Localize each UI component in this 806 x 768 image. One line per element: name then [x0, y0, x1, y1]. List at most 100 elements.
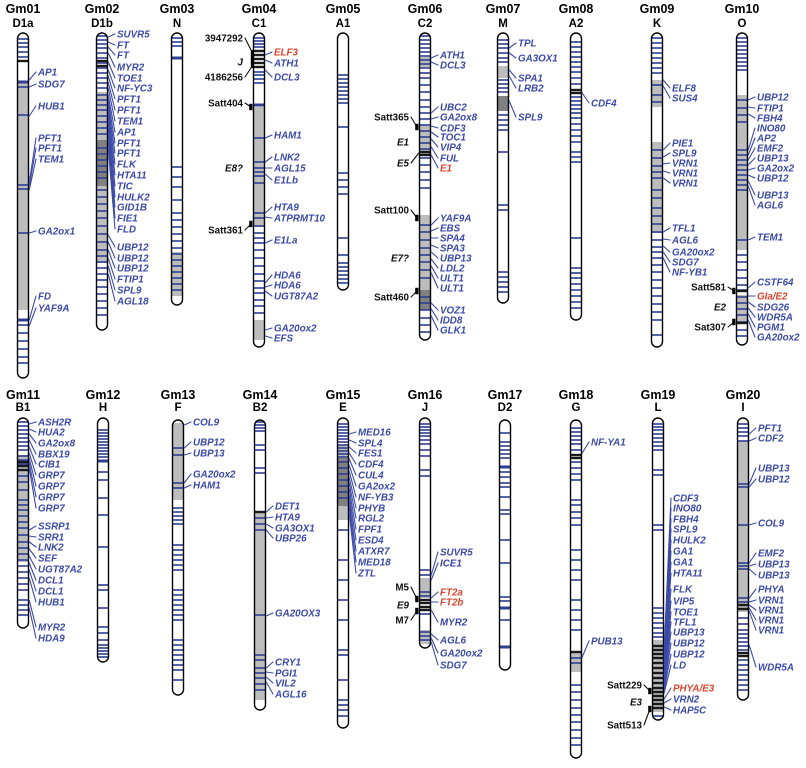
chromosome-gm04: Gm04 C1 3947292 J 4186256 Satt404 E8? Satt361 EL…	[205, 2, 326, 348]
gene-label: GIa/E2	[757, 291, 788, 302]
band	[651, 37, 663, 39]
dark-band	[17, 460, 29, 464]
band	[337, 86, 349, 88]
band	[17, 445, 29, 447]
dark-band	[652, 681, 664, 685]
band	[737, 617, 749, 619]
band	[570, 46, 582, 48]
band	[337, 479, 349, 481]
leader-line	[348, 431, 357, 435]
band	[172, 515, 184, 517]
leader-line	[581, 640, 590, 658]
band	[570, 112, 582, 114]
gene-label: TEM1	[117, 116, 143, 127]
band	[737, 649, 749, 651]
band	[172, 604, 184, 606]
band	[171, 277, 183, 279]
gene-label: SPA1	[518, 73, 543, 84]
band	[17, 604, 29, 606]
band	[570, 295, 582, 297]
leader-line	[748, 552, 757, 564]
band	[570, 504, 582, 506]
gene-label: TEM1	[757, 232, 783, 243]
band	[17, 455, 29, 457]
band	[17, 42, 29, 44]
leader-line	[28, 577, 37, 603]
band	[736, 114, 748, 116]
thick-band	[253, 103, 265, 107]
band	[419, 426, 431, 428]
band	[254, 667, 266, 669]
dark-band	[419, 150, 431, 154]
gene-label: VRN1	[672, 158, 698, 169]
leader-line	[183, 484, 192, 489]
band	[736, 335, 748, 337]
gene-label: FT	[117, 50, 130, 61]
gene-label: GA20ox2	[440, 648, 483, 659]
band	[337, 456, 349, 458]
band	[570, 729, 582, 731]
band	[499, 441, 511, 443]
chromosome-name: Gm04	[242, 2, 277, 16]
thick-band	[97, 459, 109, 463]
marker-label: M7	[395, 615, 409, 626]
leader-line	[663, 698, 672, 704]
band	[253, 280, 265, 282]
gene-label: FES1	[358, 448, 383, 459]
dark-band	[17, 59, 29, 63]
band	[419, 51, 431, 53]
chromosome-body	[171, 33, 183, 305]
band	[652, 423, 664, 425]
band	[570, 156, 582, 158]
band	[570, 559, 582, 561]
leader-line	[508, 52, 517, 59]
band	[737, 674, 749, 676]
band	[499, 539, 511, 541]
gene-label: HTA9	[274, 202, 299, 213]
band	[172, 487, 184, 489]
gene-label: SDG7	[440, 660, 467, 671]
band	[337, 709, 349, 711]
band	[652, 617, 664, 619]
band	[570, 435, 582, 437]
band	[570, 629, 582, 631]
band	[497, 91, 509, 93]
leader-line	[264, 216, 273, 219]
leader-line	[265, 676, 274, 684]
leader-line	[747, 180, 756, 196]
leader-line	[430, 637, 439, 654]
band	[172, 614, 184, 616]
leader-line	[28, 428, 37, 433]
band	[96, 293, 108, 295]
gene-label: VIP5	[673, 596, 695, 607]
gene-label: HUA2	[38, 427, 65, 438]
marker-label: Satt365	[374, 112, 409, 123]
band	[337, 435, 349, 437]
leader-line	[348, 439, 357, 444]
band	[419, 43, 431, 45]
band	[254, 430, 266, 432]
gene-label: ULT1	[440, 283, 464, 294]
band	[172, 599, 184, 601]
band	[337, 579, 349, 581]
leader-line	[430, 315, 439, 331]
linkage-group-label: D2	[498, 402, 513, 414]
band	[570, 307, 582, 309]
gene-label: FIE1	[117, 213, 138, 224]
band	[570, 267, 582, 269]
band	[570, 549, 582, 551]
leader-line	[430, 217, 439, 226]
dark-band	[17, 464, 29, 468]
linkage-group-label: H	[99, 402, 107, 414]
band	[419, 254, 431, 256]
band	[96, 196, 108, 198]
leader-line	[508, 42, 517, 49]
band	[97, 441, 109, 443]
chromosome-outline	[16, 417, 30, 629]
band	[570, 283, 582, 285]
gene-label: LNK2	[274, 152, 300, 163]
band	[17, 527, 29, 529]
band	[737, 431, 749, 433]
band	[337, 467, 349, 469]
